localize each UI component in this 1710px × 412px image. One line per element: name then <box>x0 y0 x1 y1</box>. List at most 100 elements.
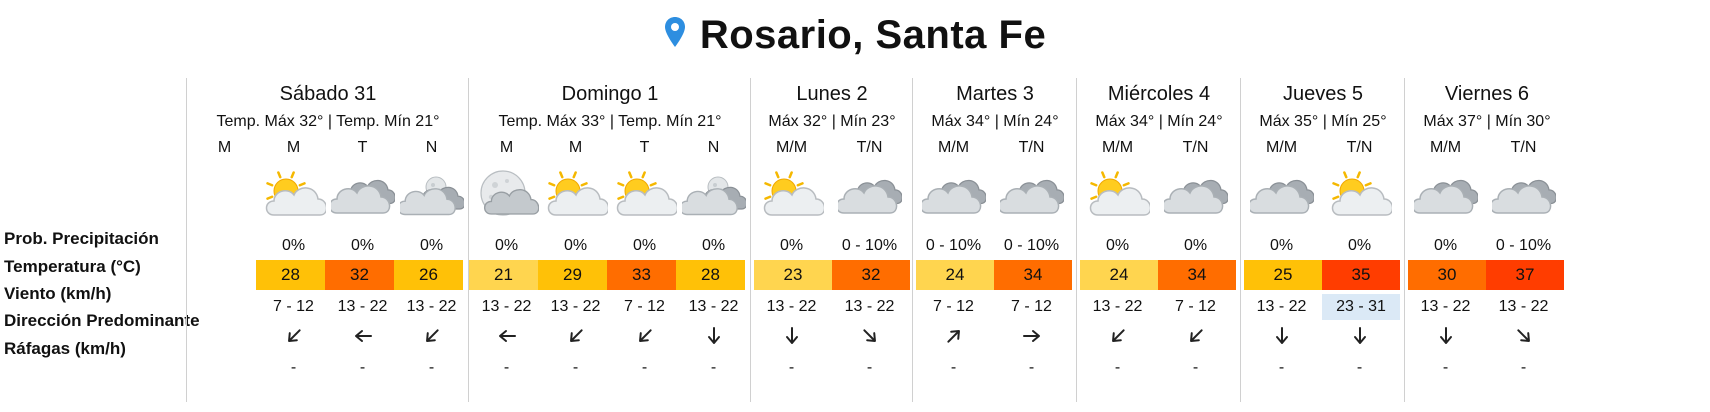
gust-cell: - <box>866 359 873 376</box>
gust-cell: - <box>359 359 366 376</box>
wind-direction-s-icon <box>1408 324 1483 348</box>
wind-direction-se-icon <box>832 324 907 348</box>
precip-prob: 0% <box>632 237 657 254</box>
wind-direction-se-icon <box>1486 324 1561 348</box>
day-temp-range: Temp. Máx 32° | Temp. Mín 21° <box>216 113 440 130</box>
gust-cell: - <box>1192 359 1199 376</box>
label-gusts: Ráfagas (km/h) <box>4 339 126 358</box>
day-name: Viernes 6 <box>1444 83 1530 105</box>
precip-prob: 0 - 10% <box>1495 237 1552 254</box>
wind-cell: 13 - 22 <box>1256 298 1307 315</box>
precip-prob: 0% <box>1105 237 1130 254</box>
wind-direction-w-icon <box>469 324 544 348</box>
cloudy-icon <box>1244 166 1319 228</box>
gust-cell: - <box>641 359 648 376</box>
cloudy-icon <box>832 166 907 228</box>
temperature-cell <box>187 260 262 290</box>
wind-direction-s-icon <box>676 324 751 348</box>
wind-cell: 7 - 12 <box>624 298 665 315</box>
temperature-cell: 32 <box>832 260 910 290</box>
label-wind: Viento (km/h) <box>4 284 112 303</box>
time-slot-label: T/N <box>1182 139 1209 156</box>
day-column: Domingo 1 Temp. Máx 33° | Temp. Mín 21° M … <box>468 78 751 402</box>
time-slot-label: T/N <box>856 139 883 156</box>
time-slot-label: T/N <box>1018 139 1045 156</box>
gust-cell: - <box>950 359 957 376</box>
wind-cell: 13 - 22 <box>766 298 817 315</box>
temperature-cell: 32 <box>325 260 394 290</box>
wind-direction-sw-icon <box>607 324 682 348</box>
time-slot-label: M <box>286 139 301 156</box>
precip-prob: 0% <box>494 237 519 254</box>
wind-direction-e-icon <box>994 324 1069 348</box>
day-temp-range: Máx 34° | Mín 24° <box>931 113 1059 130</box>
temperature-cell: 33 <box>607 260 676 290</box>
wind-direction-s-icon <box>1244 324 1319 348</box>
empty-direction <box>187 324 262 348</box>
precip-prob: 0% <box>1433 237 1458 254</box>
temperature-cell: 30 <box>1408 260 1486 290</box>
gust-cell: - <box>572 359 579 376</box>
wind-cell: 13 - 22 <box>337 298 388 315</box>
day-column: Martes 3 Máx 34° | Mín 24° M/M 0 - 10% 24 7 … <box>912 78 1077 402</box>
temperature-cell: 26 <box>394 260 463 290</box>
gust-cell: - <box>428 359 435 376</box>
gust-cell: - <box>1278 359 1285 376</box>
time-slot-label: M/M <box>937 139 970 156</box>
precip-prob: 0 - 10% <box>841 237 898 254</box>
time-slot-label: M/M <box>775 139 808 156</box>
precip-prob: 0% <box>419 237 444 254</box>
day-name: Sábado 31 <box>279 83 377 105</box>
gust-cell: - <box>290 359 297 376</box>
cloudy-icon <box>1158 166 1233 228</box>
wind-direction-sw-icon <box>256 324 331 348</box>
precip-prob: 0% <box>1347 237 1372 254</box>
gust-cell: - <box>1442 359 1449 376</box>
precip-prob: 0 - 10% <box>925 237 982 254</box>
day-name: Jueves 5 <box>1282 83 1364 105</box>
day-name: Martes 3 <box>956 83 1034 105</box>
wind-cell: 13 - 22 <box>481 298 532 315</box>
sun-cloud-icon <box>1322 166 1397 228</box>
temperature-cell: 25 <box>1244 260 1322 290</box>
temperature-cell: 24 <box>1080 260 1158 290</box>
label-direction: Dirección Predominante <box>4 311 200 330</box>
temperature-cell: 21 <box>469 260 538 290</box>
temperature-cell: 23 <box>754 260 832 290</box>
temperature-cell: 37 <box>1486 260 1564 290</box>
gust-cell: - <box>1520 359 1527 376</box>
wind-cell: 13 - 22 <box>1092 298 1143 315</box>
day-column: Viernes 6 Máx 37° | Mín 30° M/M 0% 30 13 - 2… <box>1404 78 1569 402</box>
time-slot-label: T/N <box>1346 139 1373 156</box>
time-slot-label: M/M <box>1429 139 1462 156</box>
gust-cell: - <box>788 359 795 376</box>
day-column: Sábado 31 Temp. Máx 32° | Temp. Mín 21° M M… <box>186 78 469 402</box>
precip-prob: 0% <box>350 237 375 254</box>
wind-cell: 23 - 31 <box>1322 294 1400 320</box>
time-slot-label: T <box>639 139 650 156</box>
location-header: Rosario, Santa Fe <box>0 10 1710 60</box>
day-temp-range: Máx 32° | Mín 23° <box>768 113 896 130</box>
wind-cell: 7 - 12 <box>273 298 314 315</box>
wind-cell: 13 - 22 <box>688 298 739 315</box>
sun-cloud-icon <box>256 166 331 228</box>
moon-cloud-icon <box>394 166 469 228</box>
label-precipitation: Prob. Precipitación <box>4 229 159 248</box>
wind-cell: 7 - 12 <box>1011 298 1052 315</box>
time-slot-label: M <box>568 139 583 156</box>
time-slot-label: M/M <box>1265 139 1298 156</box>
day-column: Lunes 2 Máx 32° | Mín 23° M/M 0% 23 13 - 22 … <box>750 78 913 402</box>
label-temperature: Temperatura (°C) <box>4 257 141 276</box>
wind-cell: 7 - 12 <box>933 298 974 315</box>
cloudy-icon <box>916 166 991 228</box>
gust-cell: - <box>1028 359 1035 376</box>
time-slot-label: N <box>425 139 438 156</box>
precip-prob: 0% <box>1183 237 1208 254</box>
temperature-cell: 24 <box>916 260 994 290</box>
cloudy-icon <box>325 166 400 228</box>
precip-prob: 0% <box>779 237 804 254</box>
temperature-cell: 34 <box>994 260 1072 290</box>
full-moon-cloud-icon <box>469 166 544 228</box>
time-slot-label: M/M <box>1101 139 1134 156</box>
wind-direction-w-icon <box>325 324 400 348</box>
